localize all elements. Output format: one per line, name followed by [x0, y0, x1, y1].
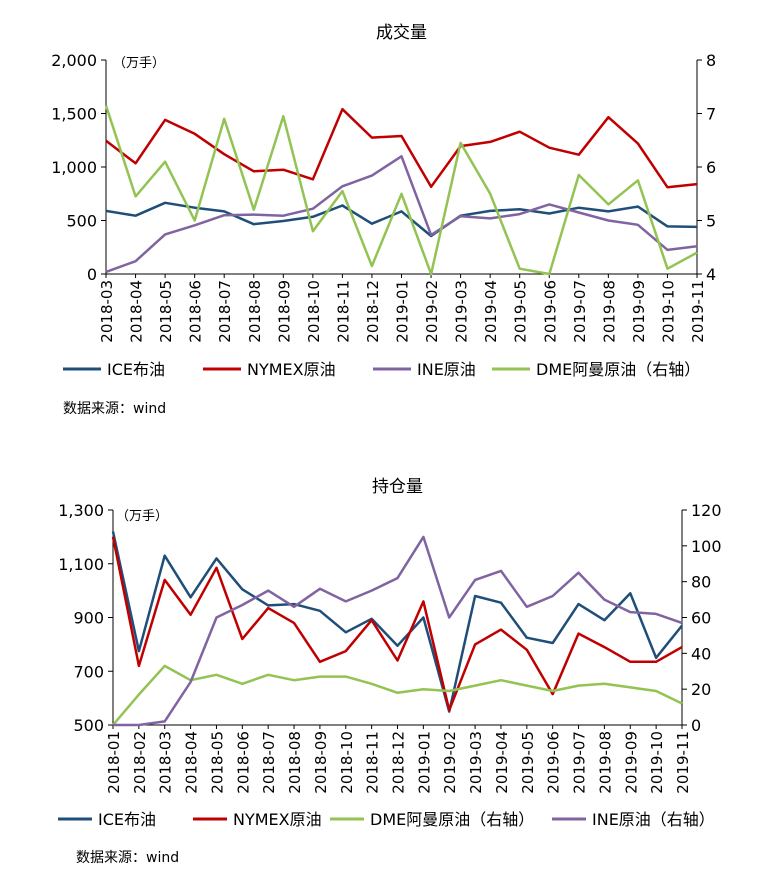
- chart1-title: 成交量: [376, 23, 427, 43]
- chart2-right-tick-label: 100: [691, 537, 722, 556]
- chart1-x-tick-label: 2018-12: [364, 280, 382, 343]
- chart2-right-tick-label: 60: [691, 609, 711, 628]
- chart2-x-tick-label: 2019-11: [674, 731, 692, 794]
- chart2-x-tick-label: 2018-01: [105, 731, 123, 794]
- chart2-x-tick-label: 2019-10: [648, 731, 666, 794]
- chart1-x-tick-label: 2019-08: [600, 280, 618, 343]
- chart2-left-tick-label: 900: [73, 609, 104, 628]
- chart1-x-tick-label: 2019-06: [541, 280, 559, 343]
- chart1-legend-label-3: INE原油: [417, 360, 476, 379]
- chart2-series-line-2: [111, 536, 683, 712]
- chart1-x-tick-label: 2019-09: [630, 280, 648, 343]
- chart1-legend-label-1: ICE布油: [107, 360, 165, 379]
- chart2-legend-label-1: ICE布油: [98, 810, 156, 829]
- chart2-series-line-1: [111, 531, 683, 713]
- chart1-legend-label-4: DME阿曼原油（右轴）: [536, 360, 700, 379]
- chart2-x-tick-label: 2018-06: [234, 731, 252, 794]
- chart1-right-tick-label: 6: [706, 158, 716, 177]
- chart2-x-tick-label: 2018-07: [260, 731, 278, 794]
- chart1-x-tick-label: 2019-07: [571, 280, 589, 343]
- chart1-series-line-3: [105, 155, 698, 274]
- chart1-unit-label: （万手）: [113, 56, 165, 71]
- chart1-left-tick-label: 2,000: [51, 51, 97, 70]
- chart2-x-tick-label: 2018-08: [286, 731, 304, 794]
- chart2-unit-label: （万手）: [116, 509, 168, 524]
- chart1-x-tick-label: 2018-09: [275, 280, 293, 343]
- chart1-x-tick-label: 2018-06: [187, 280, 205, 343]
- chart2-x-tick-label: 2019-08: [596, 731, 614, 794]
- chart1-x-tick-label: 2019-04: [482, 280, 500, 343]
- chart1-left-tick-label: 1,000: [51, 158, 97, 177]
- chart1-x-tick-label: 2019-11: [689, 280, 707, 343]
- chart2-x-tick-label: 2019-02: [441, 731, 459, 794]
- chart1-x-tick-label: 2019-03: [453, 280, 471, 343]
- chart2-x-tick-label: 2018-11: [364, 731, 382, 794]
- chart2-right-tick-label: 120: [691, 501, 722, 520]
- chart2-series-line-4: [113, 535, 683, 727]
- chart1-x-tick-label: 2019-05: [512, 280, 530, 343]
- chart1-right-tick-label: 5: [706, 212, 716, 231]
- chart1-left-tick-label: 0: [87, 265, 97, 284]
- chart2-right-tick-label: 20: [691, 680, 711, 699]
- chart2-x-tick-label: 2019-04: [493, 731, 511, 794]
- chart2-x-tick-label: 2018-03: [157, 731, 175, 794]
- chart1-x-tick-label: 2018-08: [246, 280, 264, 343]
- chart2-x-tick-label: 2019-03: [467, 731, 485, 794]
- chart1-x-tick-label: 2019-10: [659, 280, 677, 343]
- chart2-source-note: 数据来源：wind: [76, 850, 179, 866]
- chart2-x-tick-label: 2019-01: [415, 731, 433, 794]
- chart2-x-tick-label: 2019-06: [545, 731, 563, 794]
- chart1-right-tick-label: 7: [706, 105, 716, 124]
- chart2-x-tick-label: 2018-09: [312, 731, 330, 794]
- chart1-right-tick-label: 4: [706, 265, 716, 284]
- chart2-x-tick-label: 2018-12: [390, 731, 408, 794]
- chart1-x-tick-label: 2018-03: [98, 280, 116, 343]
- chart1-x-tick-label: 2018-11: [334, 280, 352, 343]
- chart2-right-tick-label: 0: [691, 716, 701, 735]
- chart1-left-tick-label: 1,500: [51, 105, 97, 124]
- chart1-x-tick-label: 2018-04: [128, 280, 146, 343]
- chart2-series-line-3: [112, 664, 683, 726]
- chart2-x-tick-label: 2019-05: [519, 731, 537, 794]
- chart1-x-tick-label: 2018-10: [305, 280, 323, 343]
- chart2-legend-label-2: NYMEX原油: [233, 810, 322, 829]
- chart2-x-tick-label: 2018-04: [183, 731, 201, 794]
- chart2-right-tick-label: 80: [691, 573, 711, 592]
- chart1-x-tick-label: 2018-05: [157, 280, 175, 343]
- chart1-series-line-2: [105, 107, 698, 189]
- chart2-x-tick-label: 2018-05: [208, 731, 226, 794]
- chart2-x-tick-label: 2018-10: [338, 731, 356, 794]
- chart1-x-tick-label: 2018-07: [216, 280, 234, 343]
- chart1-series-line-4: [104, 105, 698, 276]
- chart1-series-line-1: [105, 201, 698, 238]
- chart2-right-tick-label: 40: [691, 644, 711, 663]
- chart2-left-tick-label: 500: [73, 716, 104, 735]
- chart2-x-tick-label: 2019-09: [622, 731, 640, 794]
- chart2-legend-label-3: DME阿曼原油（右轴）: [370, 810, 534, 829]
- chart2-left-tick-label: 1,300: [58, 501, 104, 520]
- chart2-left-tick-label: 1,100: [58, 555, 104, 574]
- chart2-title: 持仓量: [372, 477, 423, 497]
- chart1-x-tick-label: 2019-02: [423, 280, 441, 343]
- chart2-x-tick-label: 2019-07: [571, 731, 589, 794]
- chart1-left-tick-label: 500: [66, 212, 97, 231]
- chart1-x-tick-label: 2019-01: [394, 280, 412, 343]
- chart2-x-tick-label: 2018-02: [131, 731, 149, 794]
- chart2-left-tick-label: 700: [73, 662, 104, 681]
- chart1-legend-label-2: NYMEX原油: [247, 360, 336, 379]
- chart2-legend-label-4: INE原油（右轴）: [592, 810, 715, 829]
- chart1-source-note: 数据来源：wind: [63, 401, 166, 417]
- chart1-right-tick-label: 8: [706, 51, 716, 70]
